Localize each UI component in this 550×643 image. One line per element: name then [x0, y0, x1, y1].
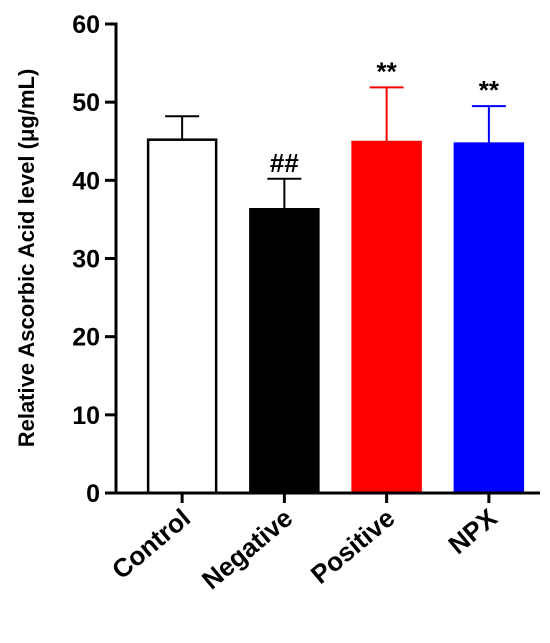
- y-tick-label-10: 10: [72, 402, 100, 430]
- x-tick-label-positive: Positive: [305, 503, 401, 590]
- y-axis-title: Relative Ascorbic Acid level (μg/mL): [14, 69, 39, 448]
- y-tick-label-60: 60: [72, 11, 100, 39]
- bar-npx: [453, 142, 525, 495]
- y-tick-label-30: 30: [72, 246, 100, 274]
- x-tick-label-negative: Negative: [196, 503, 298, 596]
- bar-positive: [351, 140, 422, 495]
- x-tick-label-control: Control: [106, 503, 196, 585]
- bar-negative: [249, 208, 320, 495]
- bar-control: [146, 138, 218, 495]
- y-tick-label-20: 20: [72, 324, 100, 352]
- x-tick-label-npx: NPX: [442, 502, 503, 560]
- y-tick-label-0: 0: [86, 480, 100, 508]
- y-tick-label-40: 40: [72, 167, 100, 195]
- bars-layer: ## ** **: [146, 56, 525, 495]
- annotation-negative: ##: [270, 148, 299, 178]
- y-tick-label-50: 50: [72, 89, 100, 117]
- annotation-npx: **: [479, 75, 500, 105]
- annotation-positive: **: [377, 56, 398, 86]
